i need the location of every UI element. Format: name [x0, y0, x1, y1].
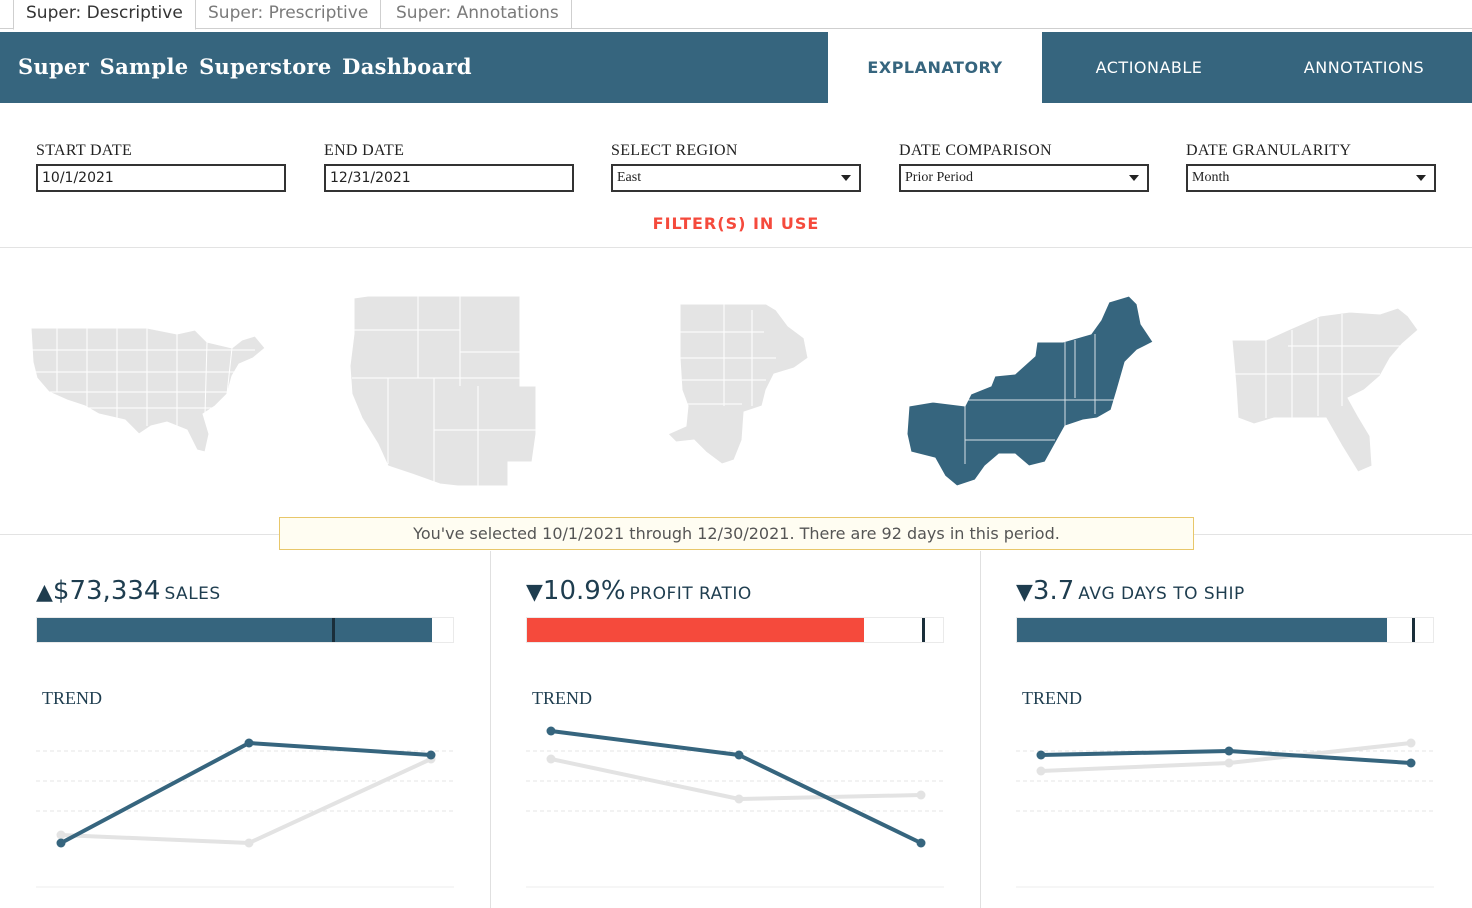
series-line-prior[interactable] [550, 757, 922, 801]
kpi-bar-fill [1017, 618, 1388, 642]
data-point[interactable] [1406, 758, 1416, 768]
data-point[interactable] [56, 838, 66, 848]
granularity-select-value: Month [1192, 170, 1230, 185]
start-date-input[interactable]: 10/1/2021 [36, 164, 286, 192]
data-point[interactable] [244, 838, 254, 848]
granularity-filter: DATE GRANULARITY Month [1186, 141, 1436, 192]
kpi-bar-reference [922, 618, 926, 642]
data-point[interactable] [916, 790, 926, 800]
kpi-bar-reference [332, 618, 336, 642]
date-range-banner: You've selected 10/1/2021 through 12/30/… [279, 517, 1194, 550]
panel-separator [490, 551, 491, 908]
data-point[interactable] [56, 830, 66, 840]
kpi-bar-fill [37, 618, 433, 642]
map-shape [906, 295, 1154, 487]
comparison-select-value: Prior Period [905, 170, 974, 185]
sheet-tab-annotations[interactable]: Super: Annotations [384, 0, 572, 29]
panel-separator [980, 551, 981, 908]
map-central[interactable] [666, 302, 811, 467]
kpi-headline: ▼10.9% PROFIT RATIO [526, 576, 752, 606]
tab-actionable[interactable]: ACTIONABLE [1095, 58, 1203, 77]
data-point[interactable] [734, 794, 744, 804]
page-title: Super Sample Superstore Dashboard [18, 54, 472, 79]
end-date-filter: END DATE 12/31/2021 [324, 141, 574, 192]
map-shape [349, 295, 537, 487]
tab-annotations[interactable]: ANNOTATIONS [1303, 58, 1425, 77]
map-west[interactable] [348, 294, 538, 489]
data-point[interactable] [916, 838, 926, 848]
kpi-panel-days-to-ship: ▼3.7 AVG DAYS TO SHIP TREND [980, 551, 1470, 908]
trend-label: TREND [532, 688, 592, 708]
trend-chart[interactable] [1016, 711, 1434, 891]
data-point[interactable] [1036, 766, 1046, 776]
granularity-label: DATE GRANULARITY [1186, 142, 1352, 159]
map-south[interactable] [1230, 306, 1425, 476]
data-point[interactable] [1224, 746, 1234, 756]
map-shape [30, 327, 266, 453]
region-filter: SELECT REGION East [611, 141, 861, 192]
comparison-label: DATE COMPARISON [899, 142, 1052, 159]
kpi-bar[interactable] [526, 617, 944, 643]
sheet-tab-bar: Super: Descriptive Super: Prescriptive S… [0, 0, 1472, 30]
trend-arrow-icon: ▼ [526, 580, 543, 605]
region-label: SELECT REGION [611, 142, 738, 159]
kpi-value: $73,334 [52, 576, 161, 606]
trend-arrow-icon: ▼ [1016, 580, 1033, 605]
start-date-label: START DATE [36, 142, 133, 159]
map-shape [1231, 307, 1419, 473]
trend-label: TREND [42, 688, 102, 708]
tab-explanatory[interactable]: EXPLANATORY [828, 32, 1042, 103]
series-line-current[interactable] [550, 729, 922, 845]
trend-chart[interactable] [526, 711, 944, 891]
map-shape [667, 303, 809, 465]
map-east[interactable] [905, 294, 1157, 489]
chevron-down-icon [841, 175, 851, 181]
map-all-regions[interactable] [27, 322, 267, 457]
filter-divider [0, 247, 1472, 248]
kpi-panel-profit-ratio: ▼10.9% PROFIT RATIO TREND [490, 551, 980, 908]
data-point[interactable] [546, 726, 556, 736]
kpi-label: SALES [164, 584, 221, 604]
data-point[interactable] [1224, 758, 1234, 768]
trend-arrow-icon: ▲ [36, 580, 53, 605]
kpi-bar-reference [1412, 618, 1416, 642]
data-point[interactable] [546, 754, 556, 764]
kpi-value: 10.9% [542, 576, 626, 606]
end-date-input[interactable]: 12/31/2021 [324, 164, 574, 192]
kpi-bar[interactable] [36, 617, 454, 643]
comparison-select[interactable]: Prior Period [899, 164, 1149, 192]
kpi-label: PROFIT RATIO [629, 584, 752, 604]
kpi-bar-fill [527, 618, 864, 642]
kpi-label: AVG DAYS TO SHIP [1078, 584, 1245, 604]
region-select[interactable]: East [611, 164, 861, 192]
trend-chart[interactable] [36, 711, 454, 891]
sheet-tab-descriptive[interactable]: Super: Descriptive [13, 0, 196, 30]
granularity-select[interactable]: Month [1186, 164, 1436, 192]
start-date-filter: START DATE 10/1/2021 [36, 141, 286, 192]
kpi-panel-sales: ▲$73,334 SALES TREND [0, 551, 490, 908]
chevron-down-icon [1416, 175, 1426, 181]
kpi-headline: ▼3.7 AVG DAYS TO SHIP [1016, 576, 1245, 606]
dashboard-header: Super Sample Superstore Dashboard EXPLAN… [0, 32, 1472, 103]
data-point[interactable] [244, 738, 254, 748]
kpi-headline: ▲$73,334 SALES [36, 576, 221, 606]
kpi-bar[interactable] [1016, 617, 1434, 643]
data-point[interactable] [1406, 738, 1416, 748]
kpi-value: 3.7 [1032, 576, 1075, 606]
data-point[interactable] [734, 750, 744, 760]
comparison-filter: DATE COMPARISON Prior Period [899, 141, 1149, 192]
data-point[interactable] [426, 750, 436, 760]
series-line-prior[interactable] [1040, 741, 1412, 773]
end-date-label: END DATE [324, 142, 405, 159]
sheet-tab-prescriptive[interactable]: Super: Prescriptive [196, 0, 382, 29]
filters-in-use-indicator: FILTER(S) IN USE [652, 214, 820, 233]
series-line-prior[interactable] [60, 757, 432, 845]
region-select-value: East [617, 170, 642, 185]
trend-label: TREND [1022, 688, 1082, 708]
chevron-down-icon [1129, 175, 1139, 181]
data-point[interactable] [1036, 750, 1046, 760]
series-line-current[interactable] [60, 741, 432, 845]
